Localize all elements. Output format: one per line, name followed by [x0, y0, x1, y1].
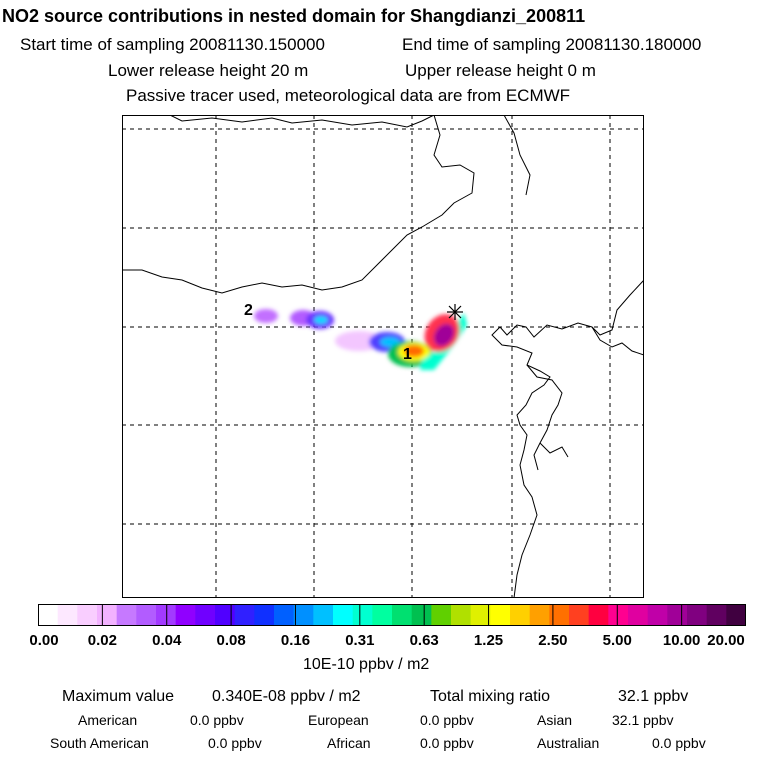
colorbar-cell	[569, 604, 590, 626]
region-label: Australian	[537, 735, 600, 751]
colorbar-tick-label: 2.50	[538, 632, 568, 649]
colorbar-tick-label: 20.00	[707, 632, 745, 649]
colorbar	[38, 604, 746, 626]
colorbar-cell	[549, 604, 570, 626]
colorbar-cell	[372, 604, 393, 626]
colorbar-cell	[215, 604, 236, 626]
colorbar-tick-label: 0.00	[29, 632, 59, 649]
region-value: 0.0 ppbv	[208, 735, 262, 751]
region-value: 0.0 ppbv	[420, 735, 474, 751]
region-value: 0.0 ppbv	[420, 712, 474, 728]
region-label: Asian	[537, 712, 573, 728]
colorbar-cell	[510, 604, 531, 626]
colorbar-cell	[628, 604, 649, 626]
colorbar-units: 10E-10 ppbv / m2	[303, 656, 430, 673]
star-icon	[447, 304, 463, 320]
plume-patch	[254, 309, 278, 323]
colorbar-cell	[293, 604, 314, 626]
colorbar-cell	[274, 604, 295, 626]
colorbar-cell	[392, 604, 413, 626]
start-time: Start time of sampling 20081130.150000	[20, 35, 325, 54]
colorbar-cell	[431, 604, 452, 626]
plume-patch	[314, 316, 328, 324]
colorbar-cell	[490, 604, 511, 626]
colorbar-tick-label: 0.02	[87, 632, 117, 649]
source-label-1: 1	[403, 346, 412, 363]
graticule	[122, 115, 644, 598]
colorbar-cell	[706, 604, 727, 626]
total-mixing-value: 32.1 ppbv	[618, 688, 689, 705]
colorbar-cell	[175, 604, 196, 626]
colorbar-tick-label: 1.25	[473, 632, 504, 649]
tracer-note: Passive tracer used, meteorological data…	[126, 86, 571, 105]
plume-patch	[404, 345, 424, 357]
lower-release-height: Lower release height 20 m	[108, 61, 309, 80]
colorbar-tick-label: 0.31	[345, 632, 375, 649]
colorbar-tick-label: 0.16	[280, 632, 311, 649]
colorbar-cell	[313, 604, 334, 626]
colorbar-cell	[411, 604, 432, 626]
region-label: African	[327, 735, 371, 751]
source-label-2: 2	[244, 302, 253, 319]
colorbar-cell	[352, 604, 373, 626]
colorbar-cell	[588, 604, 609, 626]
coastlines-borders	[122, 115, 644, 598]
colorbar-cell	[195, 604, 216, 626]
colorbar-cell	[667, 604, 688, 626]
colorbar-tick-label: 5.00	[602, 632, 632, 649]
colorbar-cell	[608, 604, 629, 626]
colorbar-tick-label: 0.08	[216, 632, 246, 649]
max-value: 0.340E-08 ppbv / m2	[212, 688, 361, 705]
plume-patch	[433, 323, 455, 347]
end-time: End time of sampling 20081130.180000	[402, 35, 702, 54]
colorbar-tick-label: 0.04	[152, 632, 182, 649]
colorbar-cell	[647, 604, 668, 626]
colorbar-cell	[156, 604, 177, 626]
colorbar-cell	[451, 604, 472, 626]
region-value: 0.0 ppbv	[652, 735, 706, 751]
total-mixing-label: Total mixing ratio	[430, 688, 551, 705]
map-frame	[122, 115, 644, 598]
region-value: 32.1 ppbv	[612, 712, 674, 728]
colorbar-cell	[234, 604, 255, 626]
region-label: South American	[50, 735, 149, 751]
colorbar-tick-label: 10.00	[662, 632, 701, 649]
colorbar-cell	[57, 604, 78, 626]
colorbar-cell	[116, 604, 137, 626]
colorbar-cell	[726, 604, 746, 626]
max-value-label: Maximum value	[62, 688, 175, 705]
colorbar-cell	[529, 604, 550, 626]
map-title: NO2 source contributions in nested domai…	[2, 6, 586, 26]
map-panel: 1 2	[122, 115, 644, 598]
colorbar-cell	[687, 604, 708, 626]
colorbar-cell	[136, 604, 157, 626]
region-label: American	[78, 712, 138, 728]
colorbar-cell	[97, 604, 118, 626]
colorbar-cell	[333, 604, 354, 626]
region-value: 0.0 ppbv	[190, 712, 244, 728]
colorbar-cell	[77, 604, 98, 626]
region-label: European	[308, 712, 369, 728]
upper-release-height: Upper release height 0 m	[405, 61, 596, 80]
colorbar-cell	[470, 604, 491, 626]
colorbar-cell	[38, 604, 59, 626]
colorbar-cell	[254, 604, 275, 626]
tracer-plume	[254, 304, 467, 370]
colorbar-tick-label: 0.63	[409, 632, 439, 649]
